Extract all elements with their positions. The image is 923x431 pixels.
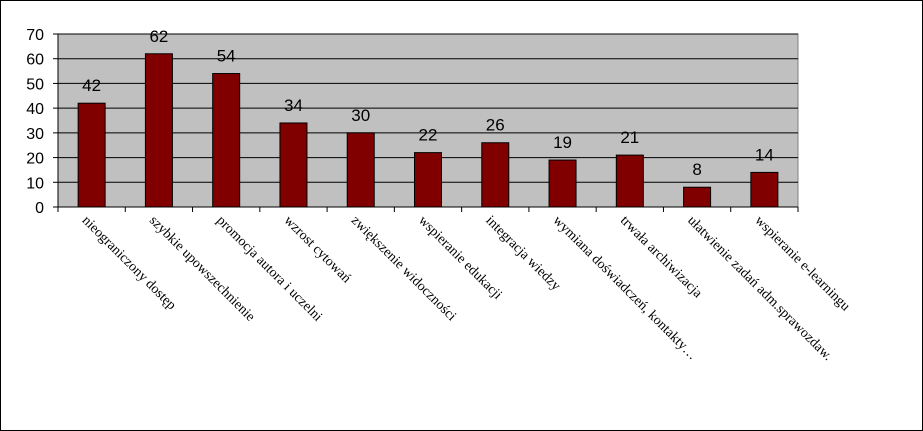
x-tick-label: wzrost cytowań bbox=[281, 213, 354, 286]
y-tick-label: 40 bbox=[26, 101, 44, 118]
bar bbox=[750, 171, 779, 208]
data-label: 21 bbox=[620, 128, 639, 147]
bar bbox=[548, 159, 577, 208]
bar bbox=[77, 102, 106, 208]
data-label: 22 bbox=[419, 126, 438, 145]
bar bbox=[615, 154, 644, 208]
bar bbox=[481, 142, 510, 208]
y-tick-label: 50 bbox=[26, 76, 44, 93]
y-tick-label: 0 bbox=[35, 200, 44, 217]
data-label: 19 bbox=[553, 133, 572, 152]
data-label: 14 bbox=[755, 145, 774, 164]
y-tick-label: 60 bbox=[26, 52, 44, 69]
data-label: 34 bbox=[284, 96, 303, 115]
x-tick-label: wymiana doświadczeń, kontakty… bbox=[550, 213, 700, 363]
bar bbox=[279, 122, 308, 208]
y-tick-label: 20 bbox=[26, 151, 44, 168]
data-label: 8 bbox=[692, 160, 701, 179]
y-tick-label: 30 bbox=[26, 126, 44, 143]
y-tick-label: 70 bbox=[26, 27, 44, 44]
data-label: 30 bbox=[351, 106, 370, 125]
data-label: 42 bbox=[82, 76, 101, 95]
y-tick-label: 10 bbox=[26, 175, 44, 192]
bar bbox=[144, 53, 173, 208]
data-label: 62 bbox=[149, 27, 168, 46]
data-label: 54 bbox=[217, 47, 236, 66]
bar bbox=[212, 73, 241, 208]
bar bbox=[414, 152, 442, 208]
data-label: 26 bbox=[486, 116, 505, 135]
bar bbox=[683, 186, 712, 208]
bar bbox=[346, 132, 375, 208]
x-tick-label: ułatwienie zadań adm.sprawozdaw. bbox=[684, 213, 835, 364]
